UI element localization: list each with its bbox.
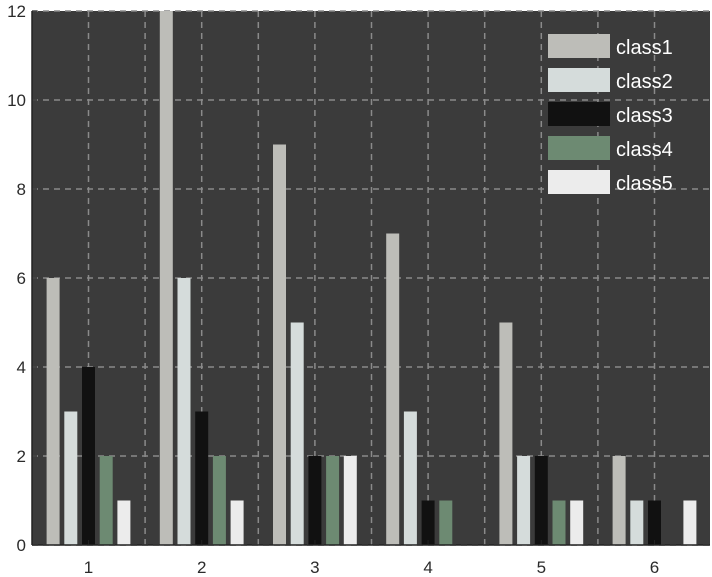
x-tick-label: 2	[197, 558, 206, 577]
bar-class4-4	[439, 500, 453, 545]
bar-class2-6	[630, 500, 644, 545]
legend-label-class5: class5	[616, 173, 673, 195]
bar-class2-1	[64, 411, 78, 545]
bar-class1-5	[499, 322, 513, 545]
legend-swatch-class3	[548, 102, 610, 126]
x-tick-label: 3	[310, 558, 319, 577]
bar-class5-6	[683, 500, 697, 545]
x-tick-label: 4	[423, 558, 432, 577]
bar-class5-2	[230, 500, 244, 545]
x-tick-label: 6	[650, 558, 659, 577]
legend-label-class2: class2	[616, 71, 673, 93]
bar-class5-1	[117, 500, 131, 545]
x-tick-label: 5	[537, 558, 546, 577]
bar-class2-3	[290, 322, 304, 545]
legend-swatch-class2	[548, 68, 610, 92]
bar-class4-1	[99, 456, 113, 545]
y-tick-label: 12	[7, 2, 26, 21]
bar-class1-1	[46, 278, 60, 545]
y-tick-label: 4	[17, 358, 26, 377]
x-tick-label: 1	[84, 558, 93, 577]
bar-class5-3	[343, 456, 357, 545]
bar-class2-5	[517, 456, 531, 545]
bar-class4-5	[552, 500, 566, 545]
y-tick-label: 10	[7, 91, 26, 110]
bar-class3-2	[195, 411, 209, 545]
bar-class1-4	[386, 233, 400, 545]
bar-class2-2	[177, 278, 191, 545]
legend-swatch-class5	[548, 170, 610, 194]
bar-class4-3	[326, 456, 340, 545]
bar-class3-5	[534, 456, 548, 545]
bars	[46, 11, 697, 545]
bar-class3-1	[82, 367, 95, 545]
y-tick-label: 6	[17, 269, 26, 288]
bar-class5-5	[570, 500, 584, 545]
bar-class4-2	[212, 456, 226, 545]
legend-label-class1: class1	[616, 37, 673, 59]
legend-label-class4: class4	[616, 139, 673, 161]
bar-class3-3	[308, 456, 322, 545]
bar-class2-4	[403, 411, 417, 545]
y-tick-label: 0	[17, 536, 26, 555]
legend-swatch-class1	[548, 34, 610, 58]
bar-class3-4	[421, 500, 435, 545]
bar-class1-3	[273, 144, 286, 545]
bar-class3-6	[648, 500, 661, 545]
legend-label-class3: class3	[616, 105, 673, 127]
y-tick-label: 2	[17, 447, 26, 466]
legend-swatch-class4	[548, 136, 610, 160]
y-tick-label: 8	[17, 180, 26, 199]
legend: class1 class2 class3 class4 class5	[548, 34, 673, 195]
bar-class1-6	[612, 456, 626, 545]
bar-class1-2	[159, 11, 173, 545]
